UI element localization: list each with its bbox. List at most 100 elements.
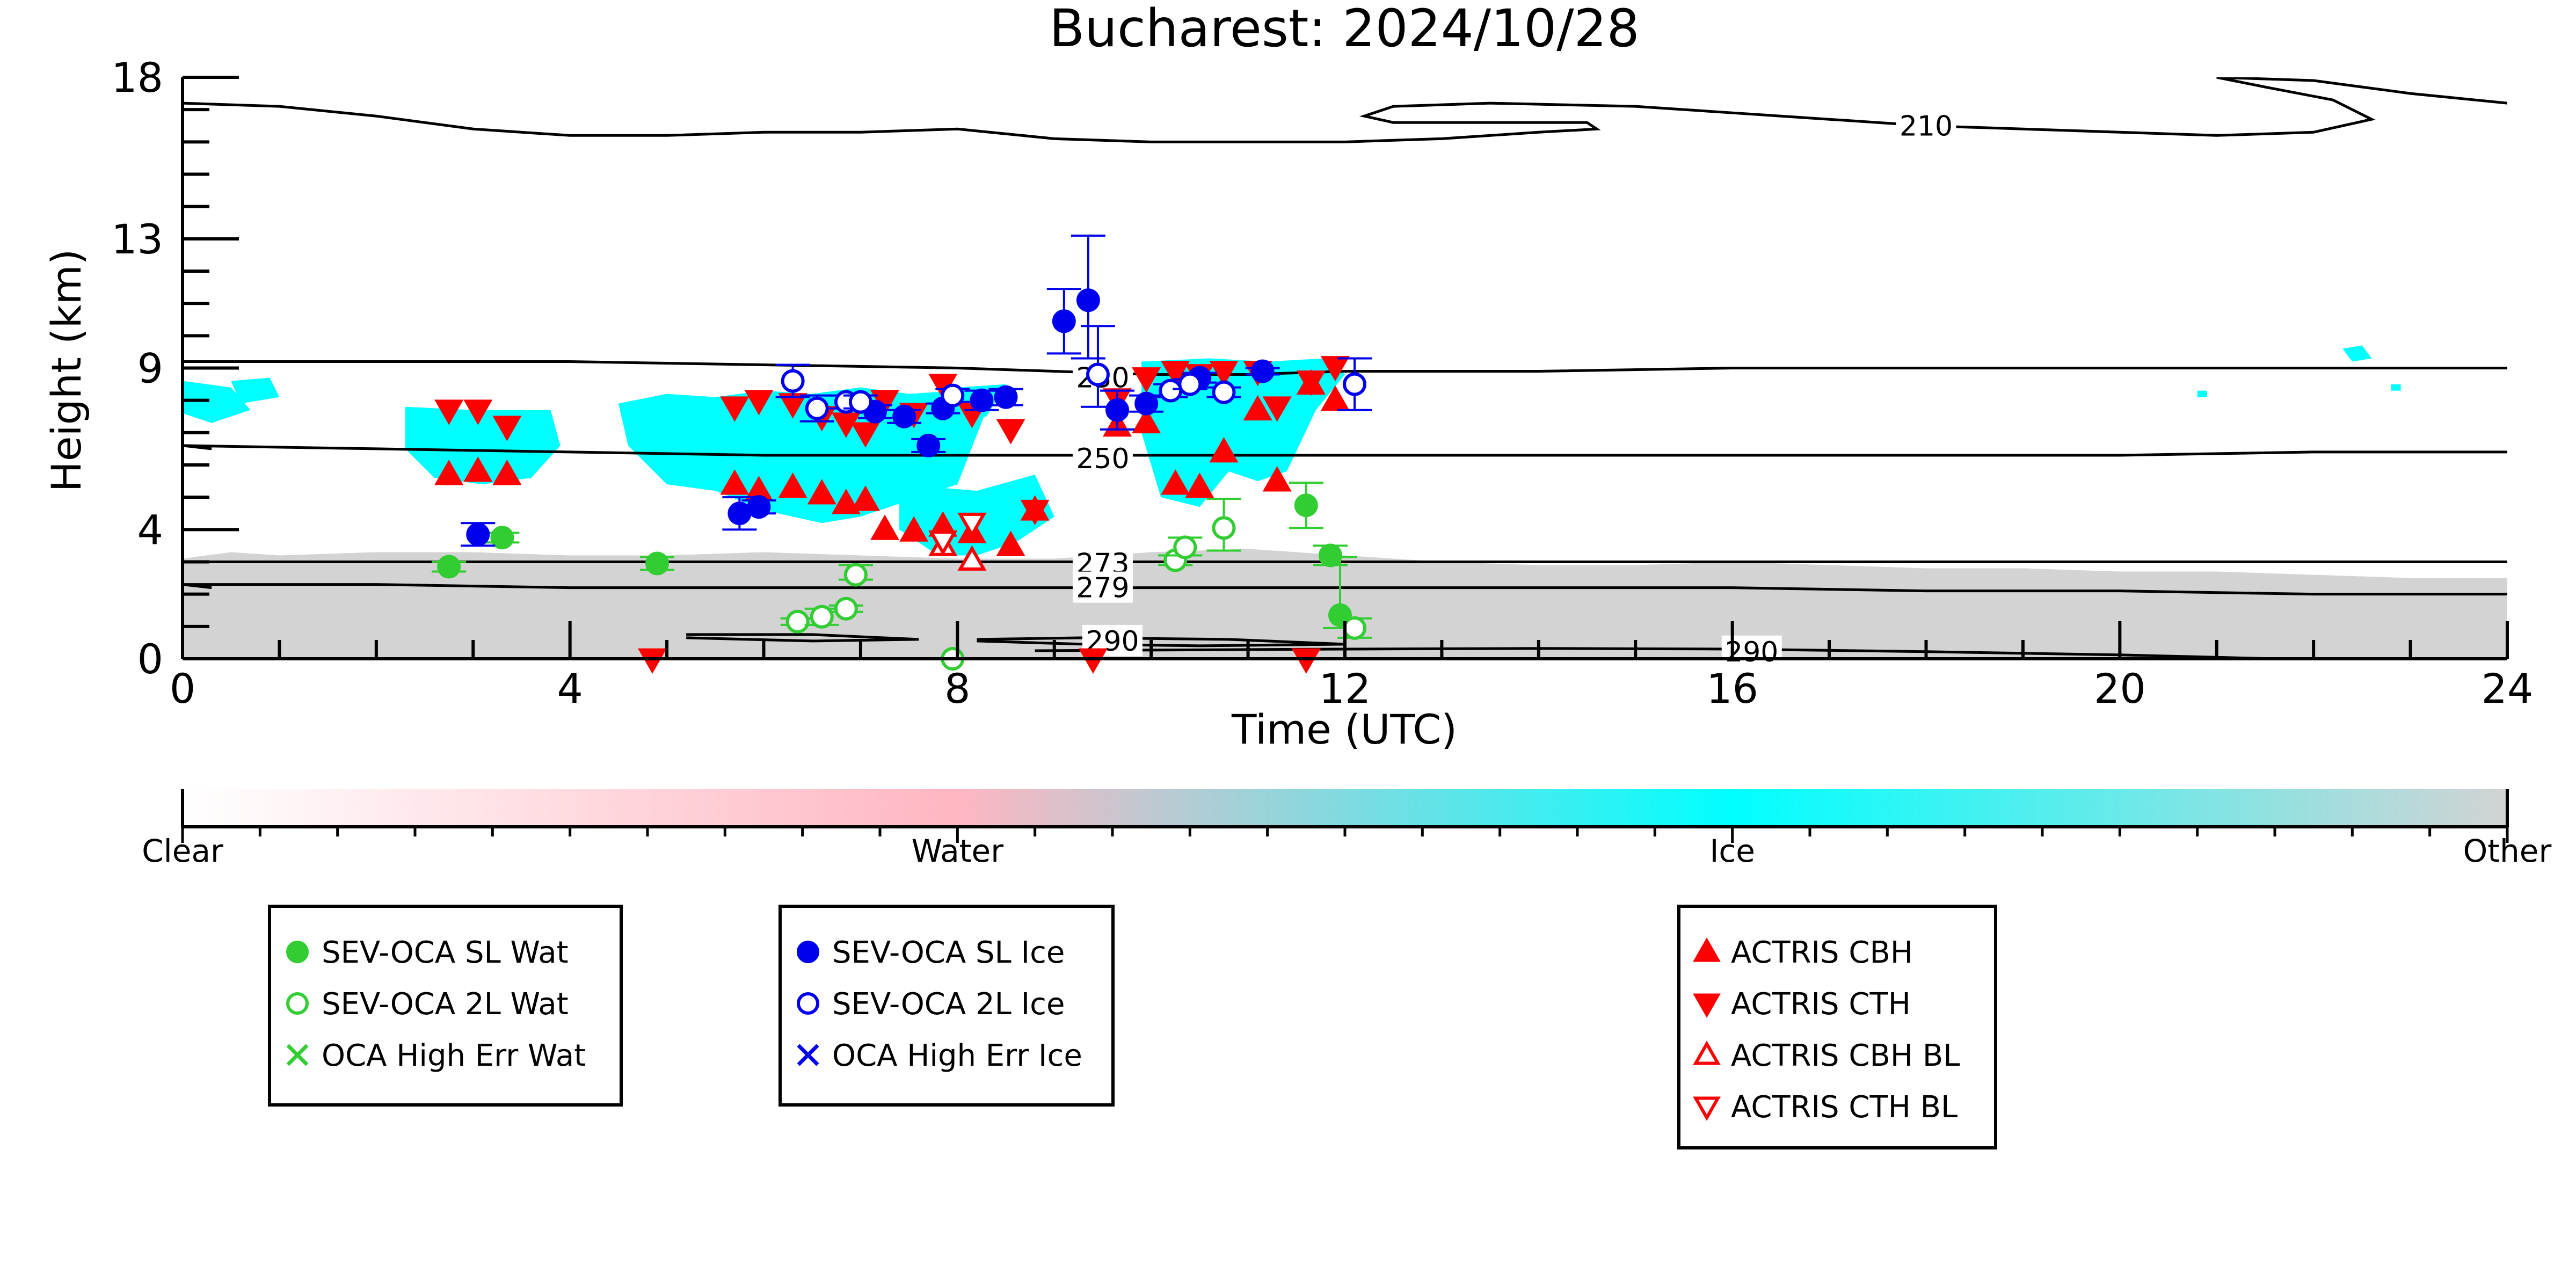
actris-cbh-point [1209,437,1239,463]
actris-cbh-bl-point [957,545,987,571]
sev-oca-sl-ice-point [994,385,1018,409]
contour-label-bg [1896,110,1956,141]
colorbar-label: Ice [1709,833,1755,869]
x-tick-label: 0 [170,665,195,712]
legend-label: ACTRIS CBH [1731,935,1913,970]
sev-oca-sl-wat-point [437,555,461,579]
legend-marker-oca-high-err-ice [797,1044,819,1066]
colorbar-bar [183,789,2507,827]
actris-cth-point [744,390,774,416]
actris-cbh-point [720,469,749,495]
legend-marker-actris-cbh [1693,937,1721,962]
mask-region-ice [405,406,561,485]
x-tick-label: 24 [2482,665,2534,712]
mask-region-ice [2391,384,2401,391]
contour-line [183,583,212,590]
contour-label: 210 [1900,110,1953,142]
legend-label: SEV-OCA SL Wat [322,935,569,970]
sev-oca-sl-ice-point [466,522,490,547]
y-tick-label: 0 [137,635,163,683]
sev-oca-2l-ice-point [848,390,872,414]
x-tick-label: 20 [2094,665,2146,712]
contour-label-bg [1072,442,1133,474]
actris-cbh-point [831,489,861,514]
actris-cth-point [831,412,861,438]
sev-oca-2l-ice-point [1212,380,1236,404]
actris-cth-bl-point [957,512,987,539]
sev-oca-sl-ice-point [1052,309,1076,333]
legend-marker-sev-oca-sl-ice [797,941,819,963]
actris-cbh-point [492,460,522,485]
sev-oca-sl-ice-point [1134,391,1159,416]
actris-cbh-point [1185,472,1214,498]
actris-cth-point [492,416,522,441]
colorbar-label: Water [912,833,1004,869]
sev-oca-2l-wat-point [810,605,834,629]
actris-cth-point [1161,361,1190,387]
actris-cth-bl-point [928,530,958,556]
actris-cbh-point [1132,407,1161,434]
contour-line [183,444,212,450]
legend-label: SEV-OCA SL Ice [832,935,1065,970]
sev-oca-sl-ice-point [747,495,771,519]
legend-label: SEV-OCA 2L Ice [832,987,1065,1022]
sev-oca-sl-wat-point [1328,603,1352,627]
legend-marker-oca-high-err-wat [286,1044,309,1066]
contour-line [183,77,2507,143]
sev-oca-2l-wat-point [1173,535,1197,559]
contour-label-bg [1072,571,1133,603]
legend-marker-sev-oca-sl-wat [286,941,309,963]
sev-oca-2l-ice-point [805,396,829,420]
legend-frame [778,905,1115,1107]
legend-box: SEV-OCA SL Wat SEV-OCA 2L Wat OCA High Err… [268,905,623,1107]
sev-oca-sl-wat-point [1294,493,1318,518]
actris-cbh-point [807,479,836,505]
sev-oca-sl-wat-point [1318,543,1342,567]
legend-box: SEV-OCA SL Ice SEV-OCA 2L Ice OCA High Err… [778,905,1115,1107]
actris-cbh-point [899,516,929,542]
contour-line [686,633,919,643]
sev-oca-sl-ice-point [1250,359,1275,383]
y-axis-label: Height (km) [42,249,90,492]
legend-marker-actris-cth-bl [1693,1096,1721,1121]
contour-label: 279 [1076,572,1129,605]
mask-region-ice [183,381,251,423]
x-tick-label: 12 [1319,665,1371,712]
actris-cbh-point [1161,469,1190,495]
sev-oca-sl-ice-point [1076,288,1100,312]
x-tick-label: 8 [944,665,970,712]
actris-cth-point [850,422,880,448]
contour-label: 250 [1076,443,1129,475]
mask-region-ice [2342,345,2372,362]
actris-cth-point [720,396,749,422]
actris-cbh-point [1320,385,1350,411]
actris-cbh-point [463,456,493,482]
legend-frame [1677,905,1997,1149]
actris-cbh-point [850,485,880,511]
y-tick-label: 18 [111,54,163,101]
actris-cth-point [1320,356,1350,382]
sev-oca-2l-wat-point [1343,616,1367,640]
legend-marker-actris-cbh-bl [1693,1040,1721,1065]
actris-cbh-point [1262,466,1292,492]
sev-oca-2l-ice-point [1178,372,1202,396]
legend-marker-actris-cth [1693,993,1721,1018]
legend-label: ACTRIS CTH BL [1731,1090,1958,1125]
mask-region-ice [2197,390,2207,397]
axes: 0 4 8 12 16 20 24 0 4 9 13 18 [111,54,2533,712]
sev-oca-2l-wat-point [785,609,810,634]
sev-oca-2l-ice-point [941,383,965,407]
actris-cbh-point [996,530,1025,556]
actris-cbh-point [434,460,464,485]
sev-oca-sl-ice-point [970,388,994,412]
actris-cth-point [1296,370,1326,396]
legend-label: ACTRIS CBH BL [1731,1038,1960,1073]
chart-title: Bucharest: 2024/10/28 [1049,0,1639,59]
sev-oca-2l-wat-point [1212,516,1236,540]
actris-cth-point [1020,499,1050,526]
y-tick-label: 9 [137,345,163,392]
legend-marker-sev-oca-2l-ice [797,992,819,1015]
actris-cth-point [1209,361,1239,387]
mask-region-other [183,549,2507,659]
sev-oca-2l-ice-point [781,369,805,393]
